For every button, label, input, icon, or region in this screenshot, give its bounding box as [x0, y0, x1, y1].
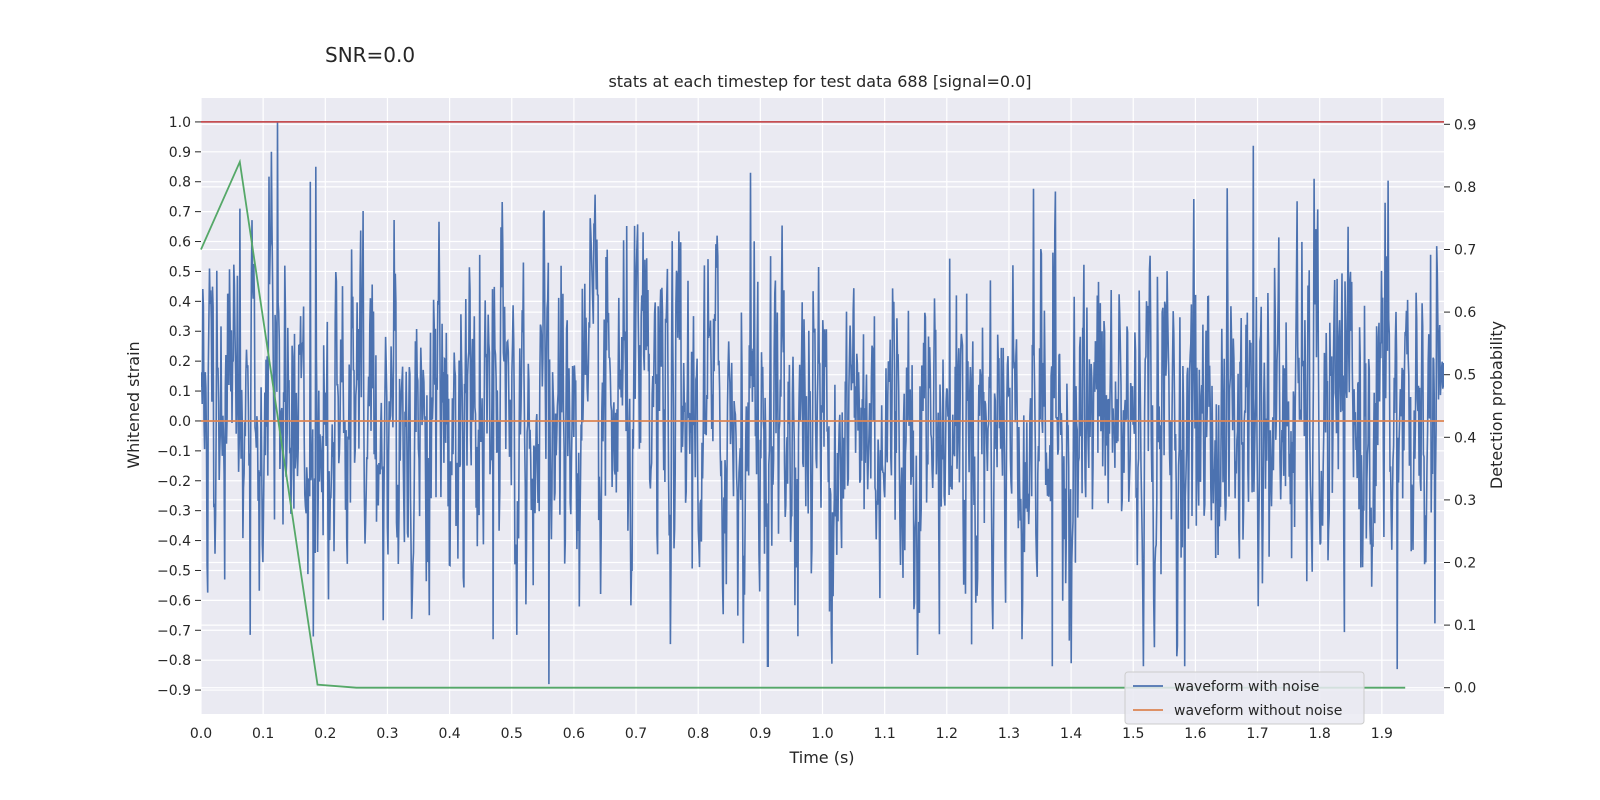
x-tick-label: 0.2 [314, 726, 336, 742]
y2-tick-label: 0.6 [1454, 305, 1476, 321]
y-tick-label: 1.0 [169, 115, 191, 131]
y-tick-label: 0.4 [169, 294, 191, 310]
y-tick-label: 0.7 [169, 205, 191, 221]
y-tick-label: 0.5 [169, 264, 191, 280]
y-axis-title: Whitened strain [124, 341, 143, 468]
y2-tick-label: 0.2 [1454, 556, 1476, 572]
y-axis: 1.0 0.9 0.8 0.7 0.6 0.5 0.4 0.3 0.2 0.1 0.0 −0.1 −0.… [157, 115, 201, 699]
series-line-noise [201, 121, 1444, 685]
x-tick-label: 1.6 [1184, 726, 1206, 742]
y2-tick-label: 0.9 [1454, 117, 1476, 133]
y-tick-label: 0.3 [169, 324, 191, 340]
y2-tick-label: 0.0 [1454, 681, 1476, 697]
y-tick-label: −0.1 [157, 444, 191, 460]
x-tick-label: 1.4 [1060, 726, 1082, 742]
y-tick-label: −0.2 [157, 474, 191, 490]
x-tick-label: 1.7 [1246, 726, 1268, 742]
y2-axis: 0.9 0.8 0.7 0.6 0.5 0.4 0.3 0.2 0.1 0.0 [1444, 117, 1476, 697]
legend-label-clean: waveform without noise [1174, 703, 1342, 719]
y2-tick-label: 0.7 [1454, 242, 1476, 258]
x-tick-label: 1.5 [1122, 726, 1144, 742]
x-tick-label: 0.3 [376, 726, 398, 742]
y-tick-label: −0.8 [157, 653, 191, 669]
x-tick-label: 0.4 [438, 726, 460, 742]
x-tick-label: 1.3 [998, 726, 1020, 742]
x-tick-label: 1.8 [1309, 726, 1331, 742]
y-tick-label: −0.6 [157, 593, 191, 609]
x-axis: 0.0 0.1 0.2 0.3 0.4 0.5 0.6 0.7 0.8 0.9 1.0 1.1 1.2 1… [190, 726, 1393, 742]
y-tick-label: 0.1 [169, 384, 191, 400]
y2-tick-label: 0.4 [1454, 430, 1476, 446]
x-tick-label: 0.9 [749, 726, 771, 742]
y2-axis-title: Detection probability [1487, 321, 1506, 489]
y-tick-label: −0.5 [157, 563, 191, 579]
y-tick-label: −0.4 [157, 534, 191, 550]
y-tick-label: 0.9 [169, 145, 191, 161]
y-tick-label: 0.8 [169, 175, 191, 191]
y-tick-label: 0.2 [169, 354, 191, 370]
y-tick-label: 0.6 [169, 235, 191, 251]
y2-tick-label: 0.5 [1454, 368, 1476, 384]
y-tick-label: −0.9 [157, 683, 191, 699]
y2-tick-label: 0.3 [1454, 493, 1476, 509]
x-tick-label: 1.0 [811, 726, 833, 742]
legend-label-noise: waveform with noise [1174, 679, 1319, 695]
x-tick-label: 0.0 [190, 726, 212, 742]
x-tick-label: 1.9 [1371, 726, 1393, 742]
y-tick-label: 0.0 [169, 414, 191, 430]
y2-tick-label: 0.1 [1454, 618, 1476, 634]
legend-box [1124, 671, 1365, 725]
legend: waveform with noise waveform without noi… [1124, 671, 1365, 725]
x-tick-label: 0.6 [563, 726, 585, 742]
x-tick-label: 1.2 [936, 726, 958, 742]
x-tick-label: 1.1 [874, 726, 896, 742]
suptitle: SNR=0.0 [325, 43, 415, 67]
x-tick-label: 0.1 [252, 726, 274, 742]
x-tick-label: 0.5 [501, 726, 523, 742]
x-axis-title: Time (s) [788, 748, 854, 767]
y-tick-label: −0.7 [157, 623, 191, 639]
x-tick-label: 0.7 [625, 726, 647, 742]
x-tick-label: 0.8 [687, 726, 709, 742]
y-tick-label: −0.3 [157, 504, 191, 520]
y2-tick-label: 0.8 [1454, 180, 1476, 196]
plot-title: stats at each timestep for test data 688… [608, 72, 1031, 91]
